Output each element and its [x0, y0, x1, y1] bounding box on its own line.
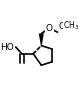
Text: HO: HO: [0, 42, 14, 52]
Text: O: O: [58, 22, 65, 31]
Text: O: O: [46, 24, 53, 33]
Polygon shape: [39, 34, 44, 46]
Text: $\mathregular{CH_3}$: $\mathregular{CH_3}$: [63, 20, 79, 32]
